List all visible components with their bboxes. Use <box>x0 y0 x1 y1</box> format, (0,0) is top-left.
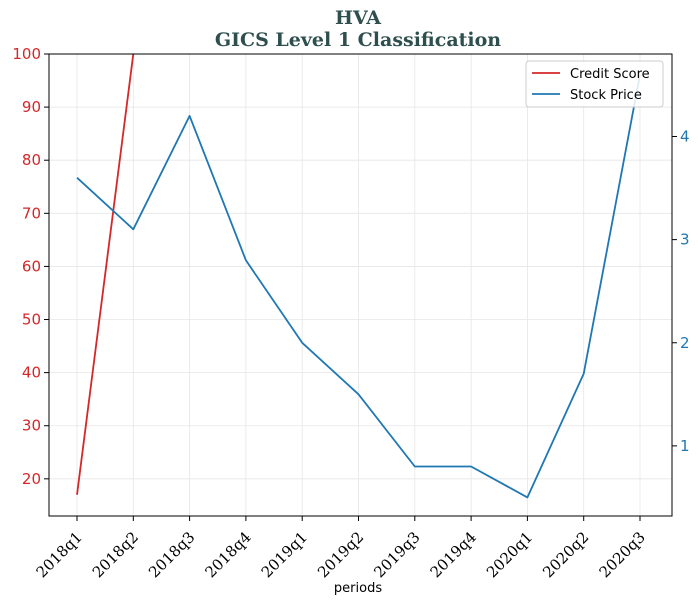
left-tick-label: 80 <box>22 151 41 169</box>
x-tick-label: 2020q3 <box>596 528 649 581</box>
left-tick-label: 60 <box>22 257 41 275</box>
legend-label: Credit Score <box>570 67 650 82</box>
series-layer <box>76 53 641 499</box>
legend-box <box>525 60 664 108</box>
left-tick-label: 100 <box>12 45 41 63</box>
x-tick-label: 2018q4 <box>201 528 254 581</box>
left-tick-label: 70 <box>22 204 41 222</box>
x-tick-label: 2019q4 <box>427 528 480 581</box>
grid <box>49 53 672 516</box>
x-axis: 2018q1 2018q2 2018q3 2018q4 2019q1 2019q2 2019… <box>33 516 649 581</box>
right-tick-label: 2 <box>680 334 690 352</box>
x-tick-label: 2019q2 <box>314 528 367 581</box>
right-tick-label: 1 <box>680 437 690 455</box>
x-tick-label: 2020q2 <box>539 528 592 581</box>
legend-label: Stock Price <box>570 88 642 103</box>
series-line-credit-score <box>76 53 135 495</box>
chart-title-line2: GICS Level 1 Classification <box>215 29 501 51</box>
left-tick-label: 30 <box>22 417 41 435</box>
x-tick-label: 2018q1 <box>33 528 86 581</box>
x-axis-label: periods <box>334 581 382 596</box>
x-tick-label: 2019q3 <box>370 528 423 581</box>
left-tick-label: 50 <box>22 311 41 329</box>
left-axis: 20 30 40 50 60 70 80 90 100 <box>12 45 49 488</box>
x-tick-label: 2019q1 <box>258 528 311 581</box>
right-tick-label: 3 <box>680 231 690 249</box>
right-tick-label: 4 <box>680 128 690 146</box>
x-tick-label: 2018q3 <box>145 528 198 581</box>
left-tick-label: 20 <box>22 470 41 488</box>
left-tick-label: 40 <box>22 364 41 382</box>
series-line-stock-price <box>76 74 641 499</box>
right-axis: 1 2 3 4 <box>672 128 690 455</box>
left-tick-label: 90 <box>22 98 41 116</box>
x-tick-label: 2018q2 <box>89 528 142 581</box>
chart-title-line1: HVA <box>335 7 381 29</box>
plot-frame <box>48 53 673 517</box>
legend: Credit Score Stock Price <box>525 60 664 108</box>
x-tick-label: 2020q1 <box>483 528 536 581</box>
